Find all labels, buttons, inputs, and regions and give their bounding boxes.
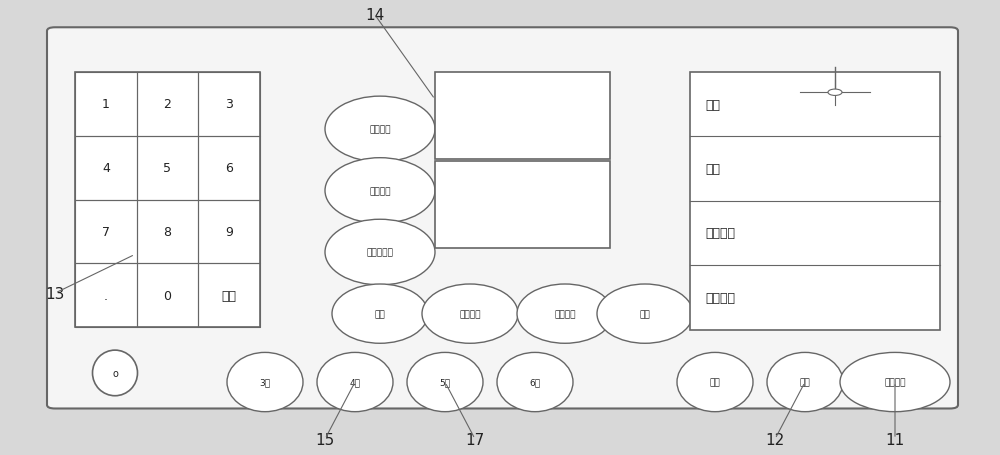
- Circle shape: [828, 90, 842, 96]
- Bar: [137, 200, 198, 264]
- Text: 0: 0: [163, 289, 172, 302]
- Text: 厚度下限: 厚度下限: [369, 187, 391, 196]
- Bar: [75, 200, 137, 264]
- Ellipse shape: [422, 284, 518, 344]
- Text: 2: 2: [164, 98, 171, 111]
- Bar: [75, 264, 137, 328]
- Text: 单次最大数: 单次最大数: [367, 248, 393, 257]
- Bar: [198, 264, 260, 328]
- Text: 9: 9: [225, 226, 233, 238]
- Bar: [75, 136, 137, 200]
- Ellipse shape: [325, 97, 435, 162]
- Text: 7: 7: [102, 226, 110, 238]
- Text: 累计片数: 累计片数: [705, 227, 735, 240]
- FancyBboxPatch shape: [47, 28, 958, 409]
- Text: 15: 15: [315, 432, 335, 446]
- Text: 片数: 片数: [705, 163, 720, 176]
- Ellipse shape: [677, 353, 753, 412]
- Text: 17: 17: [465, 432, 485, 446]
- Ellipse shape: [517, 284, 613, 344]
- Text: 5寸: 5寸: [439, 378, 451, 387]
- Text: 5: 5: [163, 162, 172, 175]
- Text: 累计: 累计: [800, 378, 810, 387]
- Text: 8: 8: [163, 226, 172, 238]
- Text: 13: 13: [45, 286, 65, 301]
- Text: 图片: 图片: [375, 309, 385, 318]
- Text: 3: 3: [225, 98, 233, 111]
- Bar: [75, 73, 137, 136]
- Text: 12: 12: [765, 432, 785, 446]
- Text: .: .: [104, 289, 108, 302]
- Ellipse shape: [317, 353, 393, 412]
- Text: 停止累计: 停止累计: [884, 378, 906, 387]
- Text: 重量: 重量: [705, 98, 720, 111]
- Ellipse shape: [332, 284, 428, 344]
- Bar: [198, 73, 260, 136]
- Bar: [137, 264, 198, 328]
- Text: 万片: 万片: [640, 309, 650, 318]
- Text: 单影考图: 单影考图: [459, 309, 481, 318]
- Ellipse shape: [497, 353, 573, 412]
- Text: 3寸: 3寸: [259, 378, 271, 387]
- Ellipse shape: [767, 353, 843, 412]
- Text: 6: 6: [225, 162, 233, 175]
- Text: 厚度上限: 厚度上限: [369, 125, 391, 134]
- Bar: [435, 73, 610, 159]
- Text: 回影考图: 回影考图: [554, 309, 576, 318]
- Ellipse shape: [92, 350, 138, 396]
- Bar: [690, 73, 940, 330]
- Text: 累计次数: 累计次数: [705, 291, 735, 304]
- Text: 4: 4: [102, 162, 110, 175]
- Ellipse shape: [597, 284, 693, 344]
- Bar: [75, 73, 260, 328]
- Text: 4寸: 4寸: [350, 378, 360, 387]
- Bar: [198, 200, 260, 264]
- Bar: [137, 136, 198, 200]
- Text: 确认: 确认: [222, 289, 237, 302]
- Ellipse shape: [840, 353, 950, 412]
- Text: 1: 1: [102, 98, 110, 111]
- Ellipse shape: [227, 353, 303, 412]
- Bar: [435, 162, 610, 248]
- Text: 11: 11: [885, 432, 905, 446]
- Bar: [137, 73, 198, 136]
- Text: 6寸: 6寸: [529, 378, 541, 387]
- Bar: [198, 136, 260, 200]
- Ellipse shape: [407, 353, 483, 412]
- Text: 14: 14: [365, 9, 385, 23]
- Ellipse shape: [325, 158, 435, 224]
- Ellipse shape: [325, 220, 435, 285]
- Text: o: o: [112, 368, 118, 378]
- Text: 去皮: 去皮: [710, 378, 720, 387]
